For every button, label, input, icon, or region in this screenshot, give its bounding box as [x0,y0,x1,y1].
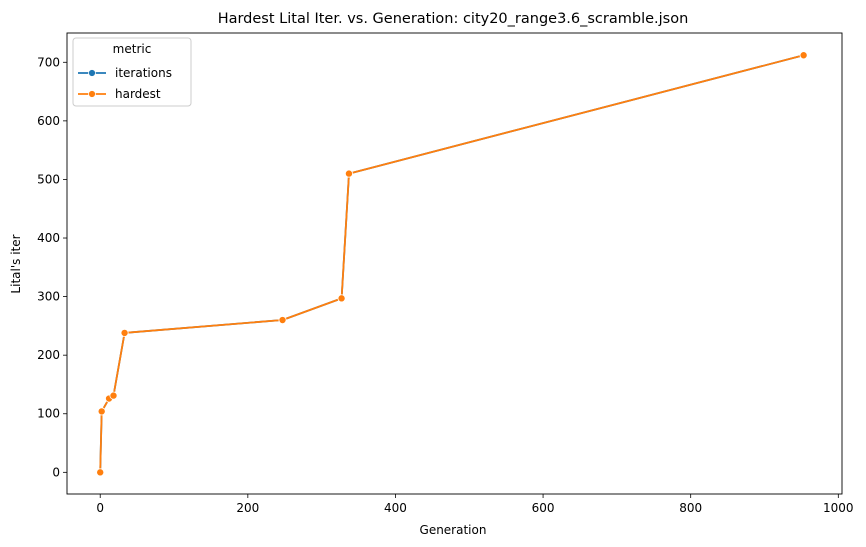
legend: metric iterations hardest [72,37,192,107]
y-tick-label: 400 [37,231,60,245]
legend-title: metric [113,42,152,56]
x-tick-label: 800 [679,501,702,515]
series-hardest [96,51,808,477]
y-tick-label: 500 [37,172,60,186]
series-line-iterations [99,54,804,473]
x-tick-label: 0 [96,501,104,515]
y-tick-label: 700 [37,55,60,69]
data-point-hardest [278,316,287,325]
series-iterations [96,51,808,477]
data-point-hardest [799,51,808,60]
y-tick-label: 600 [37,114,60,128]
series-line-hardest [99,54,804,473]
legend-label-iterations: iterations [115,66,172,80]
data-point-hardest [97,407,106,416]
data-point-hardest [96,468,105,477]
chart-title: Hardest Lital Iter. vs. Generation: city… [218,11,689,27]
data-point-hardest [109,391,118,400]
legend-marker-hardest [88,90,96,98]
y-axis-label: Lital's iter [9,234,23,293]
plot-frame [66,32,843,495]
y-tick-label: 0 [52,465,60,479]
data-point-hardest [120,328,129,337]
y-tick-label: 200 [37,348,60,362]
x-axis-label: Generation [420,523,487,537]
data-point-hardest [337,294,346,303]
x-tick-label: 400 [384,501,407,515]
legend-box [72,37,192,107]
x-tick-label: 600 [532,501,555,515]
y-tick-label: 300 [37,290,60,304]
x-tick-label: 1000 [823,501,854,515]
x-tick-label: 200 [236,501,259,515]
legend-label-hardest: hardest [115,87,161,101]
data-point-hardest [344,169,353,178]
legend-marker-iterations [88,69,96,77]
y-tick-label: 100 [37,407,60,421]
